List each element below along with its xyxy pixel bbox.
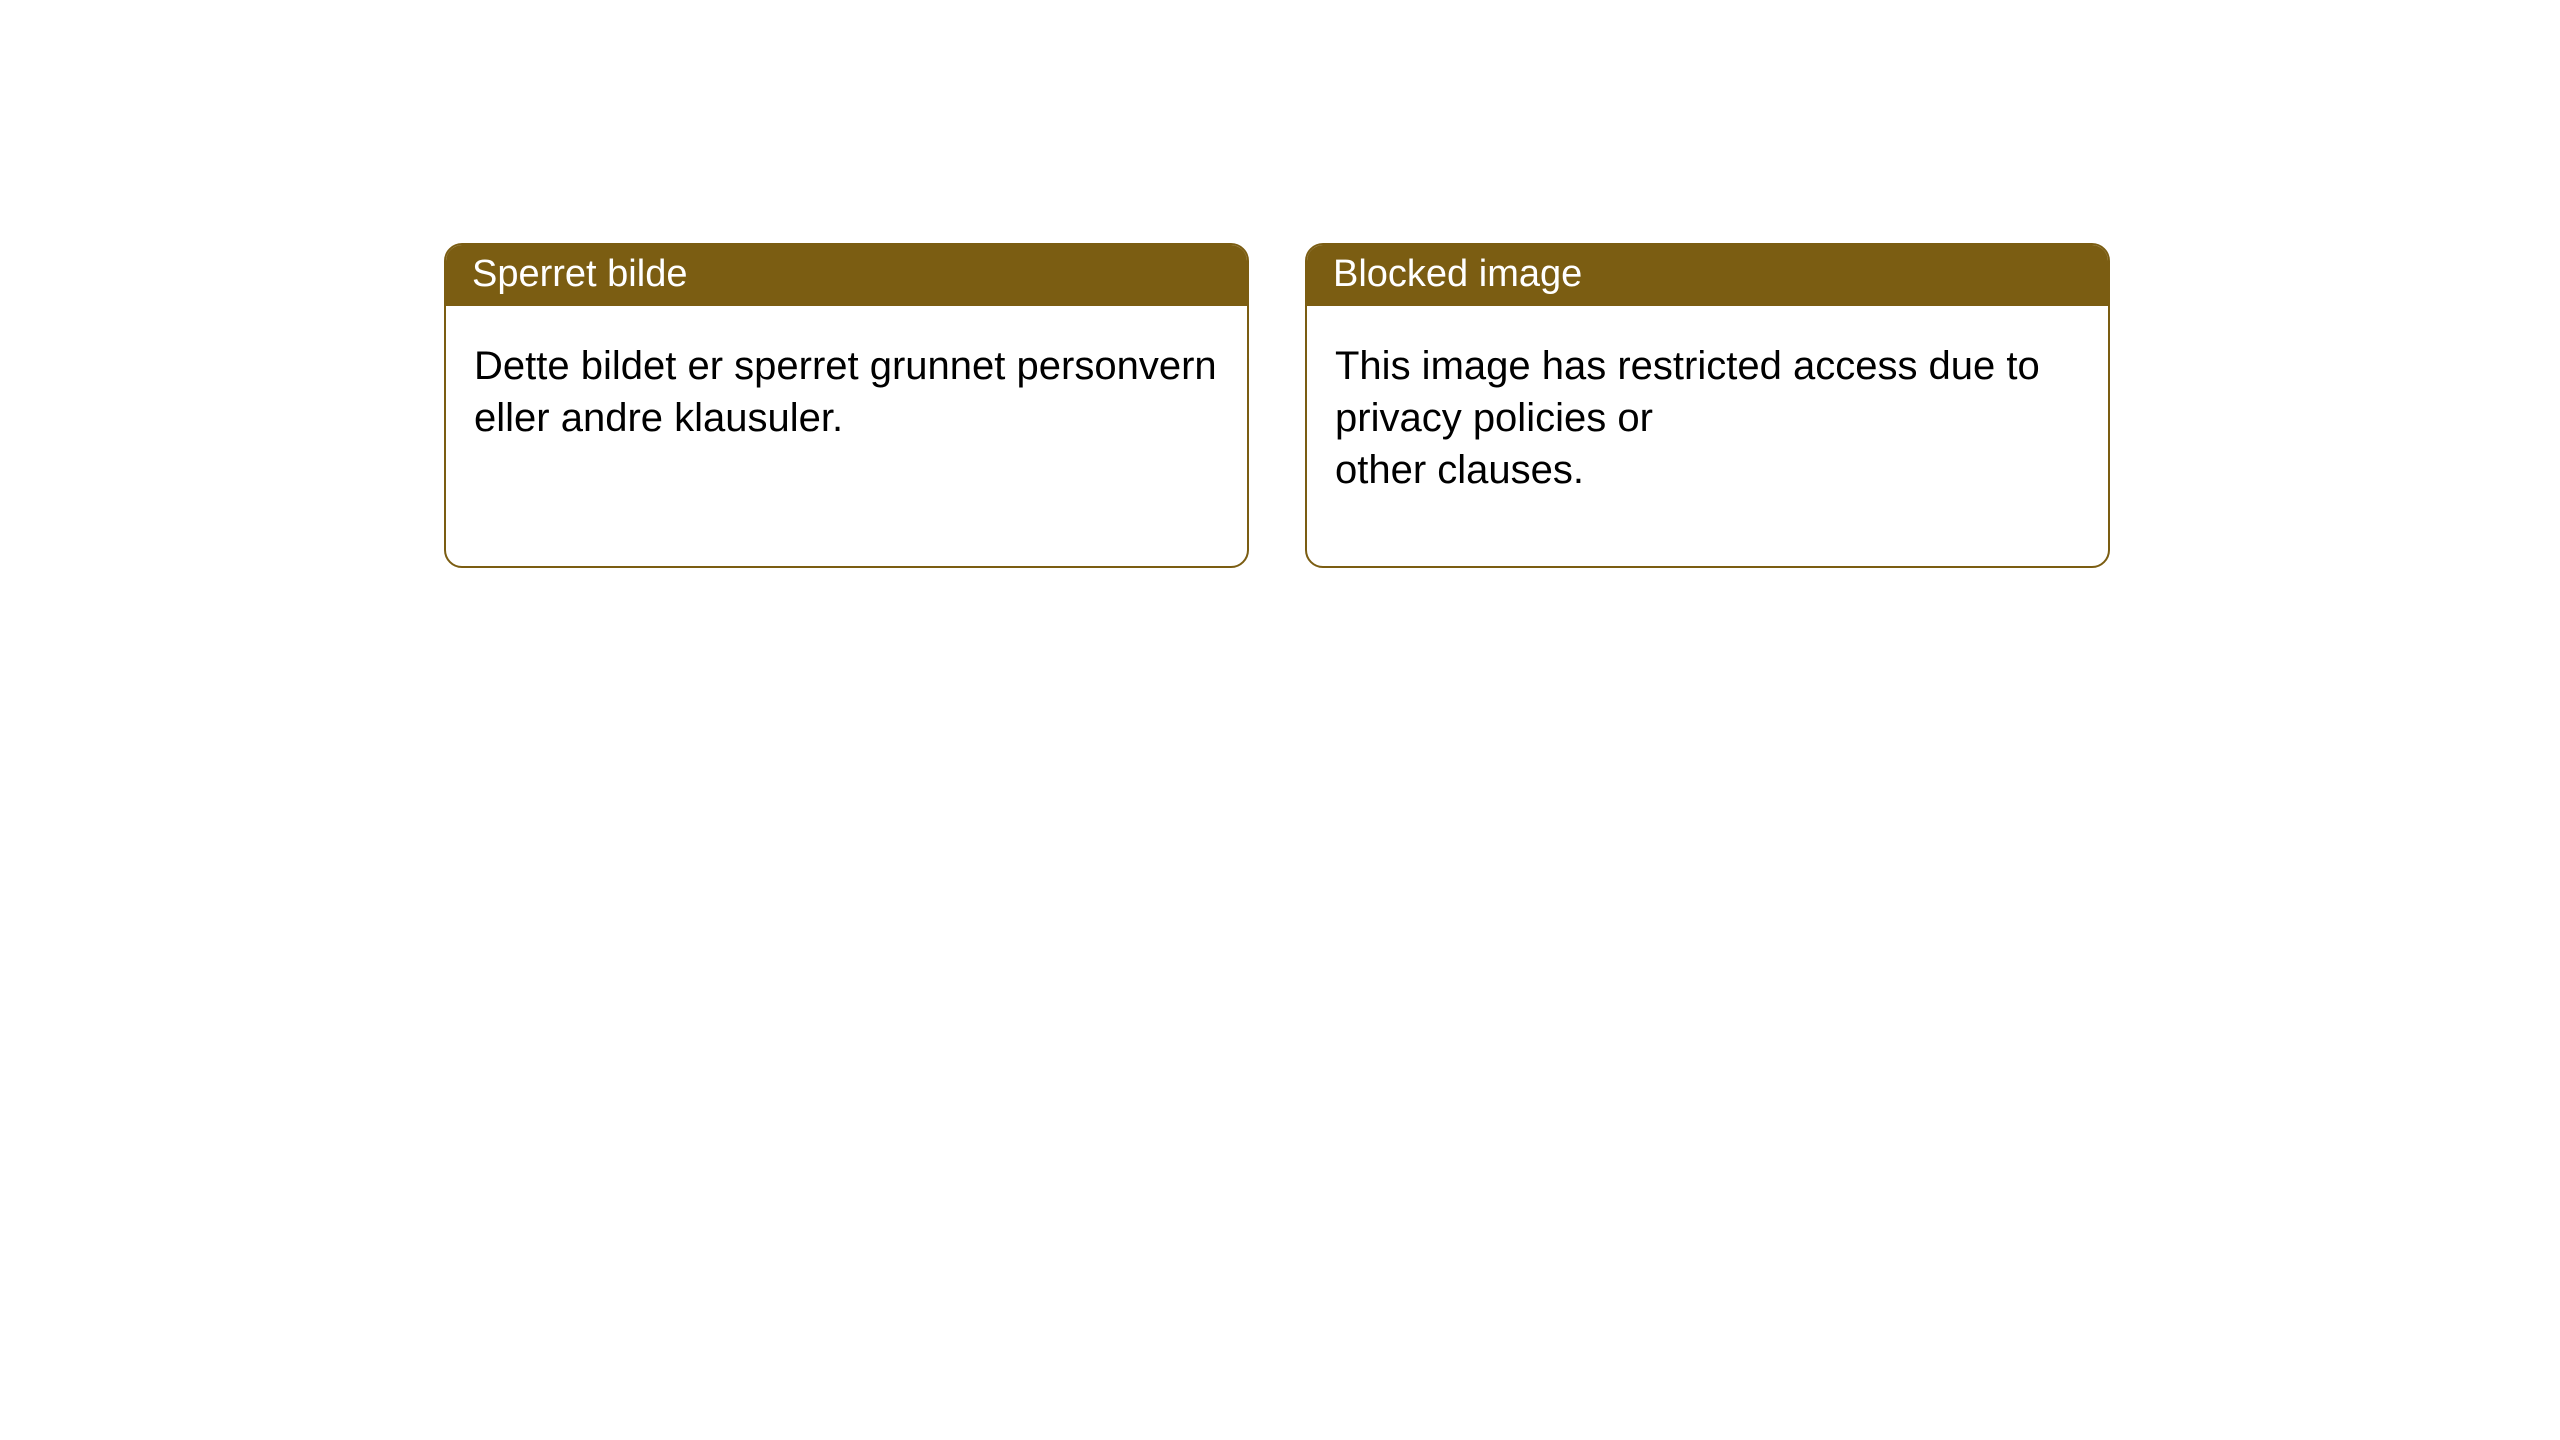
- notice-container: Sperret bilde Dette bildet er sperret gr…: [0, 0, 2560, 568]
- notice-card-norwegian: Sperret bilde Dette bildet er sperret gr…: [444, 243, 1249, 568]
- notice-header: Blocked image: [1307, 245, 2108, 306]
- notice-body: This image has restricted access due to …: [1307, 306, 2108, 566]
- notice-header: Sperret bilde: [446, 245, 1247, 306]
- notice-body: Dette bildet er sperret grunnet personve…: [446, 306, 1247, 514]
- notice-card-english: Blocked image This image has restricted …: [1305, 243, 2110, 568]
